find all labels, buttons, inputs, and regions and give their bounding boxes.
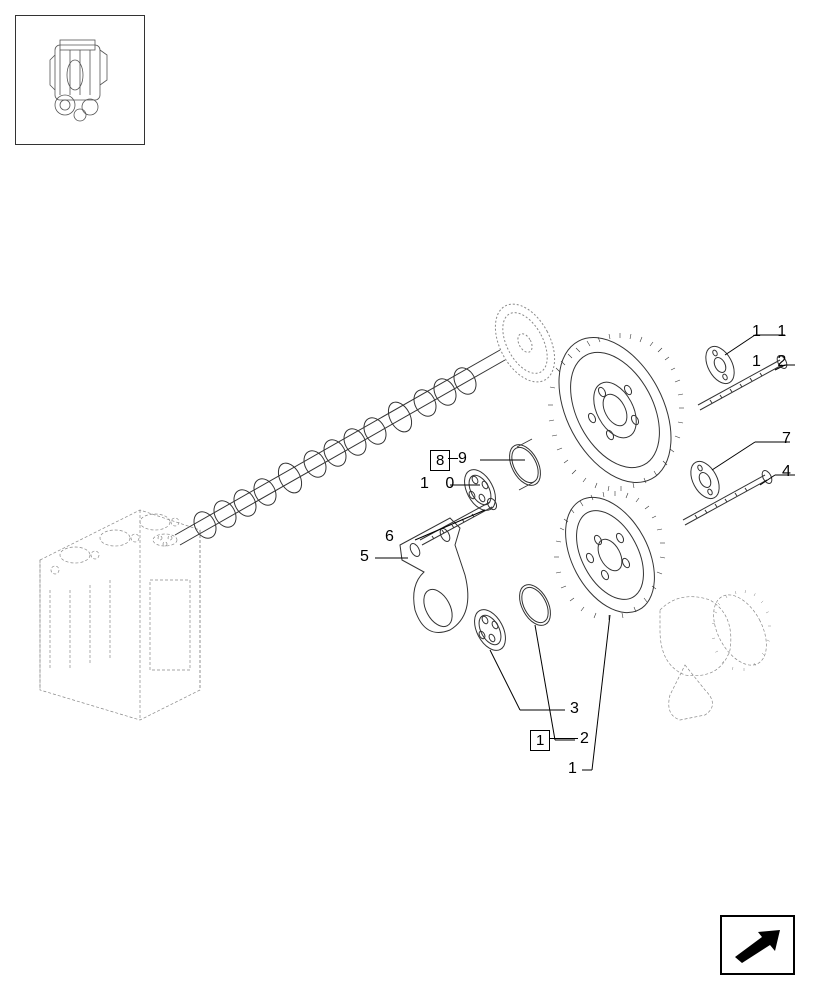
callout-12: 1 2 <box>752 353 792 371</box>
callout-3: 3 <box>570 700 585 718</box>
arrow-icon <box>730 925 785 965</box>
exploded-diagram: 1 1 1 2 7 4 9 8 1 0 6 5 3 2 1 1 <box>20 160 800 940</box>
crankshaft-ghost <box>660 586 777 720</box>
washer-7 <box>685 457 725 504</box>
box-1-connector <box>550 738 578 739</box>
callout-6: 6 <box>385 528 400 546</box>
bracket-5 <box>400 518 468 633</box>
box-1: 1 <box>530 730 550 751</box>
callout-11: 1 1 <box>752 323 792 341</box>
box-8: 8 <box>430 450 450 471</box>
callout-2: 2 <box>580 730 595 748</box>
next-page-arrow[interactable] <box>720 915 795 975</box>
callout-5: 5 <box>360 548 375 566</box>
medium-gear <box>547 482 672 627</box>
engine-block-ghost <box>40 510 200 720</box>
bushing-2 <box>513 579 557 630</box>
camshaft <box>175 294 567 545</box>
hub-3 <box>468 604 512 655</box>
large-gear-upper <box>536 319 694 502</box>
callout-4: 4 <box>782 463 797 481</box>
engine-thumbnail-icon <box>25 25 135 135</box>
callout-10: 1 0 <box>420 475 460 493</box>
callout-7: 7 <box>782 430 797 448</box>
bushing-9 <box>503 439 547 491</box>
thumbnail-frame <box>15 15 145 145</box>
callout-1: 1 <box>568 760 583 778</box>
diagram-svg <box>20 160 800 940</box>
callout-9: 9 <box>458 450 473 468</box>
box-8-connector <box>448 458 458 459</box>
